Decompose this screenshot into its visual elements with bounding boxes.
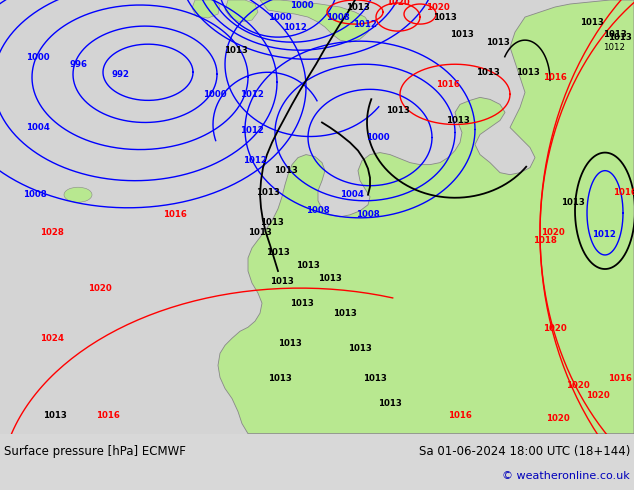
Text: 1000: 1000 [26,53,50,62]
Text: Sa 01-06-2024 18:00 UTC (18+144): Sa 01-06-2024 18:00 UTC (18+144) [418,445,630,458]
Text: 1013: 1013 [333,309,357,318]
Text: 1013: 1013 [318,273,342,283]
Text: 1012: 1012 [603,43,625,51]
Text: 1013: 1013 [603,29,627,39]
Text: 1013: 1013 [248,228,272,237]
Text: 1012: 1012 [243,156,267,165]
Text: 1013: 1013 [266,248,290,257]
Text: 1013: 1013 [296,261,320,270]
Ellipse shape [64,187,92,202]
Text: 1016: 1016 [96,411,120,420]
Text: 1012: 1012 [240,126,264,135]
Text: © weatheronline.co.uk: © weatheronline.co.uk [502,471,630,481]
Text: 1004: 1004 [26,123,50,132]
Text: 1020: 1020 [88,284,112,293]
Text: 1013: 1013 [43,411,67,420]
Text: 1013: 1013 [476,68,500,77]
Text: 1024: 1024 [40,334,64,343]
Text: 1020: 1020 [426,2,450,12]
Text: 1016: 1016 [448,411,472,420]
Text: 1013: 1013 [561,198,585,207]
Text: 1008: 1008 [23,190,47,199]
Text: 1008: 1008 [326,13,350,22]
Text: 1013: 1013 [346,2,370,12]
Text: 1016: 1016 [163,210,187,220]
Polygon shape [225,0,258,22]
Text: 1000: 1000 [268,13,292,22]
Text: 1016: 1016 [436,80,460,89]
Text: 1020: 1020 [386,0,410,6]
Text: 1013: 1013 [580,18,604,26]
Text: 1013: 1013 [450,29,474,39]
Text: 1016: 1016 [608,374,632,383]
Text: 1013: 1013 [486,38,510,47]
Text: 1020: 1020 [586,391,610,400]
Text: 1013: 1013 [363,374,387,383]
Text: 1016: 1016 [543,73,567,82]
Text: 1020: 1020 [541,228,565,237]
Text: 1013: 1013 [608,33,632,42]
Text: 1004: 1004 [340,190,364,199]
Text: 1012: 1012 [353,20,377,28]
Text: 1013: 1013 [290,298,314,308]
Text: 1013: 1013 [260,219,284,227]
Polygon shape [218,0,634,434]
Text: 1013: 1013 [433,13,457,22]
Text: 1000: 1000 [366,133,390,142]
Text: 1000: 1000 [203,90,227,99]
Text: 996: 996 [69,60,87,69]
Text: 1013: 1013 [256,188,280,197]
Text: 1013: 1013 [274,166,298,175]
Text: 1016: 1016 [613,188,634,197]
Text: 1013: 1013 [446,116,470,125]
Text: 1013: 1013 [278,339,302,348]
Text: 1008: 1008 [306,206,330,215]
Text: 1008: 1008 [356,210,380,220]
Text: 1013: 1013 [378,399,402,408]
Text: Surface pressure [hPa] ECMWF: Surface pressure [hPa] ECMWF [4,445,186,458]
Polygon shape [192,0,220,18]
Text: 1013: 1013 [268,374,292,383]
Text: 992: 992 [111,70,129,79]
Text: 1000: 1000 [290,0,314,9]
Text: 1013: 1013 [348,344,372,353]
Text: 1013: 1013 [386,106,410,115]
Text: 1012: 1012 [283,23,307,31]
Text: 1012: 1012 [240,90,264,99]
Polygon shape [260,0,370,42]
Text: 1018: 1018 [533,236,557,245]
Text: 1013: 1013 [270,276,294,286]
Text: 1013: 1013 [224,46,248,55]
Text: 1020: 1020 [543,324,567,333]
Text: 1012: 1012 [592,230,616,240]
Text: 1020: 1020 [566,381,590,390]
Text: 1028: 1028 [40,228,64,237]
Text: 1020: 1020 [546,414,570,423]
Text: 1013: 1013 [516,68,540,77]
